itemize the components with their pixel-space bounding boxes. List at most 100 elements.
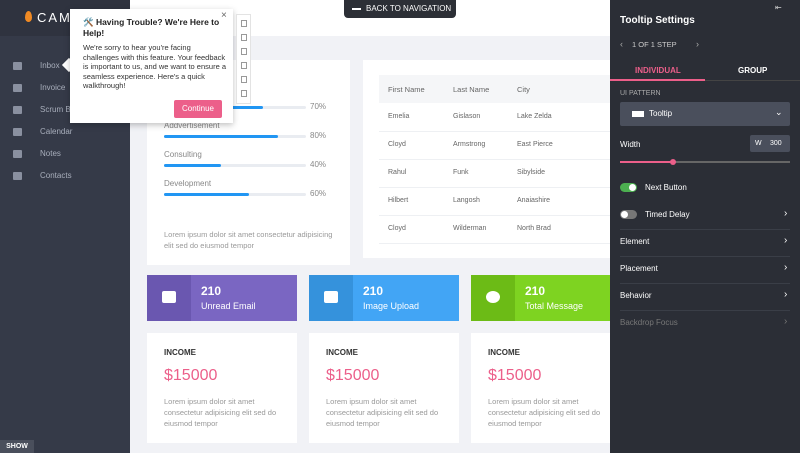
table-cell: Gislason: [453, 113, 481, 120]
collapse-icon[interactable]: ⇤: [775, 3, 782, 12]
row-divider: [379, 131, 623, 132]
chevron: ›: [784, 289, 788, 300]
back-button[interactable]: BACK TO NAVIGATION: [344, 0, 456, 18]
slider-track: [620, 161, 790, 163]
menu-icon: [13, 172, 22, 180]
row-divider: [379, 187, 623, 188]
income-amount: $15000: [164, 367, 218, 384]
tab-line: [705, 80, 800, 81]
settings-link[interactable]: Behavior: [620, 291, 652, 300]
menu-item[interactable]: Notes: [40, 149, 61, 158]
toggle-label: Next Button: [645, 183, 687, 192]
progress-bar: [164, 164, 221, 167]
toolbar-icon[interactable]: [241, 48, 247, 55]
stat-value: 210: [525, 284, 546, 298]
slider-knob[interactable]: [670, 159, 676, 165]
popup-toolbar: [236, 14, 251, 104]
toolbar-icon[interactable]: [241, 20, 247, 27]
menu-item[interactable]: Calendar: [40, 127, 73, 136]
settings-link[interactable]: Placement: [620, 264, 658, 273]
toolbar-icon[interactable]: [241, 34, 247, 41]
show-button[interactable]: SHOW: [0, 440, 34, 453]
step-prev[interactable]: ‹: [620, 39, 623, 49]
row-divider: [620, 229, 790, 230]
progress-label: 40%: [310, 160, 327, 169]
row-divider: [620, 310, 790, 311]
settings-link[interactable]: Element: [620, 237, 650, 246]
table-cell: Lake Zelda: [517, 113, 552, 120]
chevron: ›: [784, 208, 788, 219]
stat-tile: 210 Unread Email: [147, 275, 297, 321]
logo: CAM: [37, 10, 72, 25]
income-card: INCOME $15000 Lorem ipsum dolor sit amet c…: [471, 333, 621, 443]
stat-label: Unread Email: [201, 301, 256, 311]
popup-body: We're sorry to hear you're facing challe…: [83, 43, 226, 90]
column-header: City: [517, 85, 530, 94]
width-value: 300: [770, 140, 782, 147]
popup: × 🛠️ Having Trouble? We're Here to Help! W…: [70, 9, 233, 123]
table-cell: Anaiashire: [517, 197, 551, 204]
income-amount: $15000: [488, 367, 542, 384]
table-cell: Emelia: [388, 113, 410, 120]
toolbar-icon[interactable]: [241, 90, 247, 97]
income-amount: $15000: [326, 367, 380, 384]
menu-item[interactable]: Inbox: [40, 61, 60, 70]
menu-item[interactable]: Contacts: [40, 171, 72, 180]
toggle-knob: [621, 211, 628, 218]
dropdown-icon: [632, 111, 644, 117]
back-label: BACK TO NAVIGATION: [366, 4, 452, 13]
table-cell: Sibylside: [517, 169, 546, 176]
stat-tile: 210 Image Upload: [309, 275, 459, 321]
row-divider: [620, 283, 790, 284]
toggle[interactable]: [620, 183, 637, 192]
income-card: INCOME $15000 Lorem ipsum dolor sit amet c…: [147, 333, 297, 443]
toggle-label: Timed Delay: [645, 210, 690, 219]
dropdown[interactable]: Tooltip ⌄: [620, 102, 790, 126]
income-title: INCOME: [326, 348, 358, 357]
tab-underline: [610, 79, 705, 81]
income-title: INCOME: [164, 348, 196, 357]
income-card: INCOME $15000 Lorem ipsum dolor sit amet c…: [309, 333, 459, 443]
chevron: ⌄: [775, 107, 783, 117]
menu-item[interactable]: Scrum B: [40, 105, 71, 114]
table-cell: Cloyd: [388, 141, 406, 148]
skill-name: Addvertisement: [164, 121, 220, 130]
chevron: ›: [784, 262, 788, 273]
step-next[interactable]: ›: [696, 39, 699, 49]
income-text: Lorem ipsum dolor sit amet consectetur a…: [488, 397, 601, 428]
table-cell: Hilbert: [388, 197, 409, 204]
tab[interactable]: GROUP: [738, 66, 768, 75]
income-text: Lorem ipsum dolor sit amet consectetur a…: [164, 397, 277, 428]
chevron: ›: [784, 235, 788, 246]
continue-button[interactable]: Continue: [174, 100, 222, 118]
width-input[interactable]: W 300: [750, 135, 790, 152]
stat-value: 210: [363, 284, 384, 298]
progress-bar: [164, 193, 250, 196]
row-divider: [379, 243, 623, 244]
tab[interactable]: INDIVIDUAL: [635, 66, 681, 75]
settings-link[interactable]: Backdrop Focus: [620, 318, 678, 327]
toolbar-icon[interactable]: [241, 76, 247, 83]
income-text: Lorem ipsum dolor sit amet consectetur a…: [326, 397, 439, 428]
column-header: First Name: [388, 85, 425, 94]
table-header: [379, 75, 623, 103]
table-cell: Wilderman: [453, 225, 487, 232]
menu-item[interactable]: Invoice: [40, 83, 66, 92]
table-cell: North Brad: [517, 225, 551, 232]
skill-name: Consulting: [164, 150, 202, 159]
skills-note: Lorem ipsum dolor sit amet consectetur a…: [164, 230, 333, 250]
arrow-icon: [352, 8, 361, 10]
close-button[interactable]: ×: [221, 10, 227, 21]
toggle[interactable]: [620, 210, 637, 219]
table-cell: Funk: [453, 169, 469, 176]
table-cell: Cloyd: [388, 225, 406, 232]
table-cell: East Pierce: [517, 141, 553, 148]
settings-panel: Tooltip Settings ‹ 1 OF 1 STEP › INDIVIDUAL G…: [610, 0, 800, 453]
progress-label: 60%: [310, 189, 327, 198]
toolbar-icon[interactable]: [241, 62, 247, 69]
dropdown-value: Tooltip: [649, 109, 673, 118]
stat-tile: 210 Total Message: [471, 275, 621, 321]
menu-icon: [13, 128, 22, 136]
menu-icon: [13, 150, 22, 158]
